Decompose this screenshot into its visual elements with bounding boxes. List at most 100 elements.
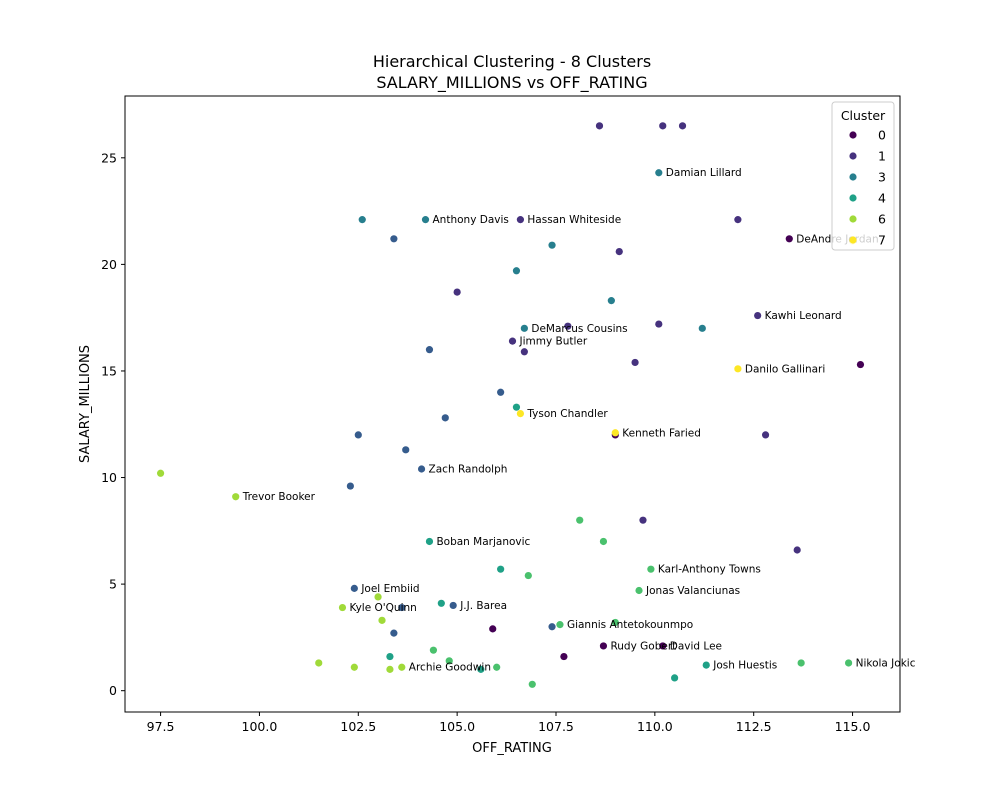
point-label: Damian Lillard	[666, 167, 742, 179]
data-point	[556, 621, 564, 629]
data-point	[156, 469, 165, 477]
data-point	[734, 216, 742, 224]
point-label: Nikola Jokic	[856, 657, 916, 669]
data-point	[564, 322, 572, 330]
data-point	[346, 482, 354, 490]
y-axis: 0 5 10 15 20 25	[101, 150, 125, 698]
data-point	[528, 680, 536, 688]
data-point	[793, 546, 801, 554]
data-point	[611, 429, 619, 437]
point-label: DeMarcus Cousins	[531, 323, 627, 335]
data-point	[607, 297, 615, 305]
data-point	[560, 652, 568, 661]
data-point	[856, 360, 865, 369]
point-label: Trevor Booker	[242, 491, 316, 503]
data-point	[417, 465, 426, 473]
legend: Cluster 0 1 3 4 6 7	[831, 101, 895, 251]
legend-entry-label: 4	[878, 191, 886, 206]
x-tick-label: 97.5	[147, 719, 175, 734]
data-point	[631, 358, 639, 367]
data-point	[702, 661, 710, 669]
data-point	[524, 571, 532, 580]
point-label: Joel Embiid	[360, 583, 419, 595]
y-axis-label: SALARY_MILLIONS	[78, 345, 93, 463]
x-tick-label: 100.0	[242, 719, 278, 734]
data-point	[390, 235, 398, 243]
data-point	[761, 431, 770, 439]
data-point	[477, 665, 485, 673]
data-points	[156, 122, 865, 688]
data-point	[402, 446, 410, 454]
data-point	[378, 616, 386, 624]
data-point	[441, 414, 449, 422]
legend-entry-label: 6	[878, 212, 886, 227]
data-point	[844, 659, 853, 667]
data-point	[386, 665, 394, 673]
point-label: Karl-Anthony Towns	[658, 564, 761, 576]
data-point	[386, 652, 394, 661]
data-point	[512, 403, 521, 411]
data-point	[548, 241, 556, 249]
legend-entry-label: 3	[878, 170, 886, 185]
point-label: Danilo Gallinari	[745, 363, 825, 375]
point-label: Kenneth Faried	[622, 427, 701, 439]
data-point	[678, 122, 687, 130]
point-label: Kyle O'Quinn	[349, 602, 416, 614]
data-point	[497, 565, 505, 573]
data-point	[615, 247, 623, 256]
point-label: Archie Goodwin	[409, 662, 491, 674]
data-point	[429, 646, 438, 654]
data-point	[599, 642, 608, 650]
point-label: Jimmy Butler	[519, 336, 588, 348]
data-point	[449, 601, 457, 610]
legend-marker	[849, 131, 857, 139]
data-point	[425, 346, 434, 354]
x-tick-label: 115.0	[835, 719, 871, 734]
legend-marker	[849, 194, 857, 202]
y-tick-label: 5	[109, 577, 117, 592]
y-tick-label: 0	[109, 683, 117, 698]
point-label: J.J. Barea	[459, 600, 507, 612]
data-point	[445, 657, 453, 665]
point-label: Kawhi Leonard	[765, 310, 842, 322]
data-point	[516, 409, 525, 418]
data-point	[493, 663, 501, 671]
x-axis: 97.5 100.0 102.5 105.0 107.5 110.0 112.5 115.0	[147, 712, 871, 734]
chart-subtitle: SALARY_MILLIONS vs OFF_RATING	[376, 73, 647, 93]
data-point	[398, 663, 406, 671]
legend-entry-label: 0	[878, 128, 886, 143]
data-point	[611, 618, 619, 627]
x-tick-label: 105.0	[439, 719, 475, 734]
data-point	[354, 431, 362, 439]
data-point	[520, 324, 528, 332]
data-point	[659, 122, 667, 130]
legend-marker	[849, 152, 857, 160]
legend-marker	[849, 173, 857, 181]
data-point	[390, 629, 398, 637]
data-point	[516, 216, 525, 224]
data-point	[338, 603, 347, 612]
legend-title: Cluster	[841, 108, 886, 123]
y-tick-label: 20	[101, 257, 117, 272]
point-label: David Lee	[670, 640, 722, 652]
data-point	[635, 586, 643, 595]
plot-frame	[124, 95, 901, 713]
x-tick-label: 107.5	[538, 719, 574, 734]
data-point	[425, 537, 434, 546]
data-point	[512, 267, 521, 275]
data-point	[421, 216, 430, 224]
legend-marker	[849, 236, 857, 244]
data-point	[785, 235, 793, 243]
data-point	[599, 537, 608, 546]
data-point	[655, 320, 663, 328]
data-point	[232, 493, 240, 501]
data-point	[398, 603, 406, 612]
data-point	[520, 348, 528, 356]
data-point	[698, 324, 706, 332]
point-label: Giannis Antetokounmpo	[567, 619, 693, 631]
legend-box	[831, 101, 895, 251]
point-label: Boban Marjanovic	[436, 536, 530, 548]
data-point	[437, 599, 445, 607]
legend-marker	[849, 215, 857, 223]
legend-entry-label: 7	[878, 233, 886, 248]
